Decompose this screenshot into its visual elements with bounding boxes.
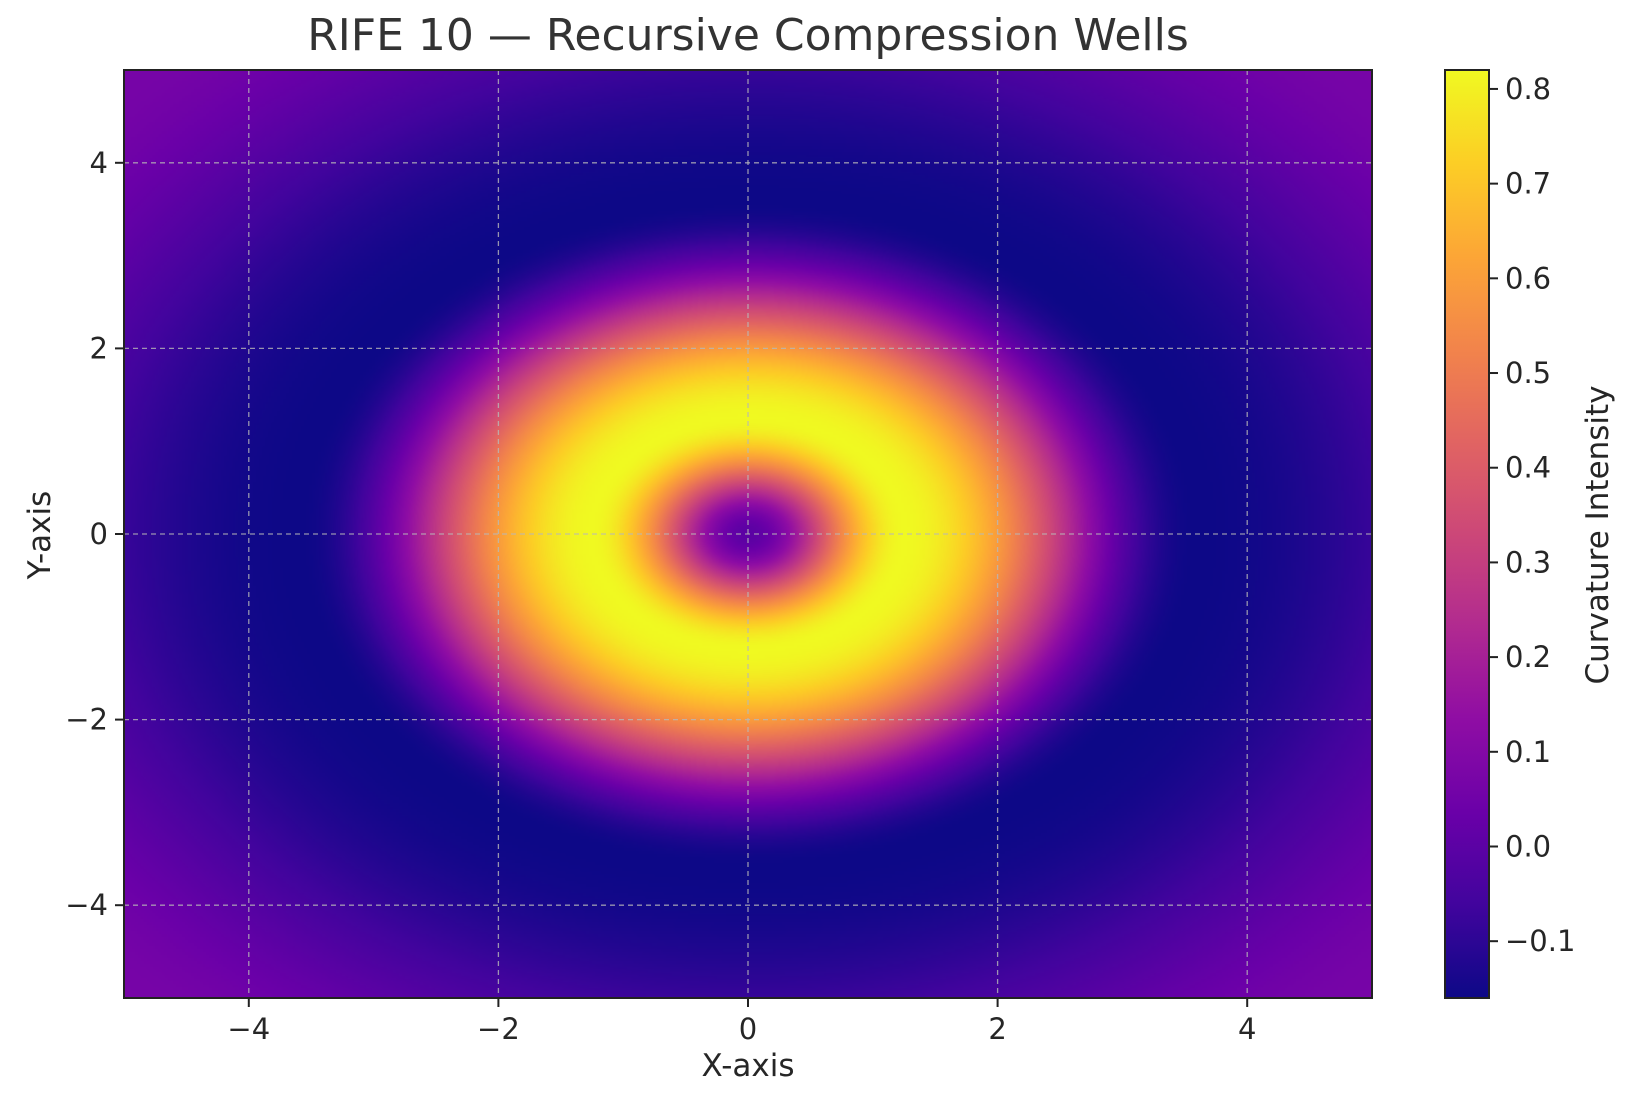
colorbar-tick-label: 0.6 — [1505, 261, 1551, 295]
y-tick-label: −4 — [65, 888, 108, 922]
chart-title: RIFE 10 — Recursive Compression Wells — [307, 10, 1189, 61]
y-tick-label: 4 — [90, 146, 108, 180]
colorbar-tick-label: 0.4 — [1505, 451, 1551, 485]
y-tick-label: 2 — [90, 331, 108, 365]
y-axis-label: Y-axis — [22, 490, 58, 580]
x-axis-label: X-axis — [701, 1048, 795, 1084]
x-tick-label: −2 — [477, 1012, 520, 1046]
x-tick-label: 0 — [739, 1012, 757, 1046]
x-tick-label: −4 — [227, 1012, 270, 1046]
colorbar-tick-label: 0.8 — [1505, 72, 1551, 106]
x-tick-label: 4 — [1238, 1012, 1256, 1046]
colorbar-tick-label: 0.3 — [1505, 545, 1551, 579]
colorbar-label: Curvature Intensity — [1580, 385, 1616, 685]
colorbar-tick-label: 0.7 — [1505, 167, 1551, 201]
colorbar-tick-label: 0.0 — [1505, 829, 1551, 863]
grid-lines — [124, 70, 1372, 998]
y-tick-label: −2 — [65, 703, 108, 737]
x-axis-ticks: −4 −2 0 2 4 — [227, 998, 1256, 1046]
y-axis-ticks: −4 −2 0 2 4 — [65, 146, 124, 922]
colorbar — [1444, 69, 1490, 999]
y-tick-label: 0 — [90, 517, 108, 551]
colorbar-tick-label: −0.1 — [1505, 924, 1575, 958]
colorbar-tick-label: 0.2 — [1505, 640, 1551, 674]
colorbar-ticks: −0.1 0.0 0.1 0.2 0.3 0.4 0.5 0.6 0.7 0.8 — [1489, 72, 1575, 958]
colorbar-tick-label: 0.1 — [1505, 735, 1551, 769]
x-tick-label: 2 — [988, 1012, 1006, 1046]
colorbar-tick-label: 0.5 — [1505, 356, 1551, 390]
